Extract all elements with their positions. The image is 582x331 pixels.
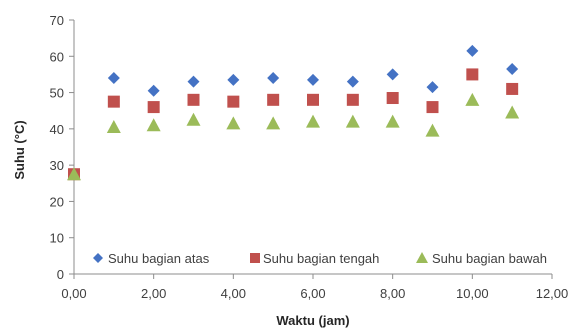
data-point-series-2 bbox=[425, 123, 440, 137]
y-tick-label: 50 bbox=[50, 86, 64, 101]
x-tick-label: 0,00 bbox=[61, 286, 86, 301]
data-point-series-2 bbox=[146, 118, 161, 132]
x-tick-label: 10,00 bbox=[456, 286, 489, 301]
legend-label: Suhu bagian bawah bbox=[432, 251, 547, 266]
legend-item-tengah: Suhu bagian tengah bbox=[250, 251, 379, 266]
data-point-series-1 bbox=[267, 93, 280, 106]
legend-label: Suhu bagian atas bbox=[108, 251, 210, 266]
y-tick-label: 0 bbox=[57, 267, 64, 282]
data-point-series-0 bbox=[307, 73, 319, 86]
data-point-series-2 bbox=[186, 112, 201, 126]
data-point-series-1 bbox=[147, 101, 160, 114]
data-point-series-2 bbox=[106, 120, 121, 134]
data-point-series-0 bbox=[426, 81, 439, 94]
y-tick-label: 10 bbox=[50, 231, 64, 246]
data-point-series-1 bbox=[307, 93, 319, 106]
data-point-series-1 bbox=[107, 95, 120, 108]
data-point-series-0 bbox=[267, 72, 280, 85]
data-points bbox=[67, 44, 520, 181]
x-tick-label: 2,00 bbox=[141, 286, 166, 301]
y-tick-label: 60 bbox=[50, 49, 64, 64]
data-point-series-1 bbox=[466, 68, 479, 81]
data-point-series-0 bbox=[506, 62, 519, 75]
data-point-series-2 bbox=[385, 114, 400, 128]
data-point-series-0 bbox=[147, 84, 160, 97]
legend-label: Suhu bagian tengah bbox=[263, 251, 379, 266]
x-tick-label: 8,00 bbox=[380, 286, 405, 301]
data-point-series-0 bbox=[466, 44, 479, 57]
data-point-series-0 bbox=[187, 75, 200, 88]
data-point-series-1 bbox=[506, 82, 519, 95]
legend-item-bawah: Suhu bagian bawah bbox=[416, 251, 547, 266]
y-tick-label: 40 bbox=[50, 122, 64, 137]
data-point-series-2 bbox=[266, 116, 281, 130]
data-point-series-2 bbox=[505, 105, 520, 119]
data-point-series-0 bbox=[346, 75, 359, 88]
x-tick-label: 12,00 bbox=[536, 286, 569, 301]
y-tick-label: 30 bbox=[50, 158, 64, 173]
x-tick-label: 6,00 bbox=[300, 286, 325, 301]
data-point-series-2 bbox=[226, 116, 241, 130]
legend: Suhu bagian atas Suhu bagian tengah Suhu… bbox=[93, 251, 547, 266]
y-tick-label: 20 bbox=[50, 194, 64, 209]
data-point-series-0 bbox=[227, 73, 240, 86]
y-tick-label: 70 bbox=[50, 13, 64, 28]
data-point-series-2 bbox=[306, 114, 320, 128]
data-point-series-1 bbox=[426, 101, 439, 114]
x-ticks: 0,00 2,00 4,00 6,00 8,00 10,00 12,00 bbox=[61, 274, 568, 301]
data-point-series-2 bbox=[67, 167, 81, 181]
data-point-series-1 bbox=[386, 92, 399, 105]
x-axis-title: Waktu (jam) bbox=[276, 313, 349, 328]
y-axis-title: Suhu (°C) bbox=[12, 120, 27, 179]
data-point-series-2 bbox=[345, 114, 360, 128]
legend-item-atas: Suhu bagian atas bbox=[93, 251, 210, 266]
x-tick-label: 4,00 bbox=[221, 286, 246, 301]
legend-marker-square bbox=[250, 253, 260, 263]
data-point-series-2 bbox=[465, 92, 480, 106]
legend-marker-diamond bbox=[93, 253, 103, 263]
data-point-series-1 bbox=[346, 93, 359, 106]
data-point-series-1 bbox=[187, 93, 200, 106]
data-point-series-1 bbox=[227, 95, 240, 108]
y-ticks: 0 10 20 30 40 50 60 70 bbox=[50, 13, 74, 282]
axes bbox=[73, 20, 552, 275]
legend-marker-triangle bbox=[416, 252, 428, 263]
data-point-series-0 bbox=[386, 68, 399, 81]
data-point-series-0 bbox=[107, 72, 120, 85]
